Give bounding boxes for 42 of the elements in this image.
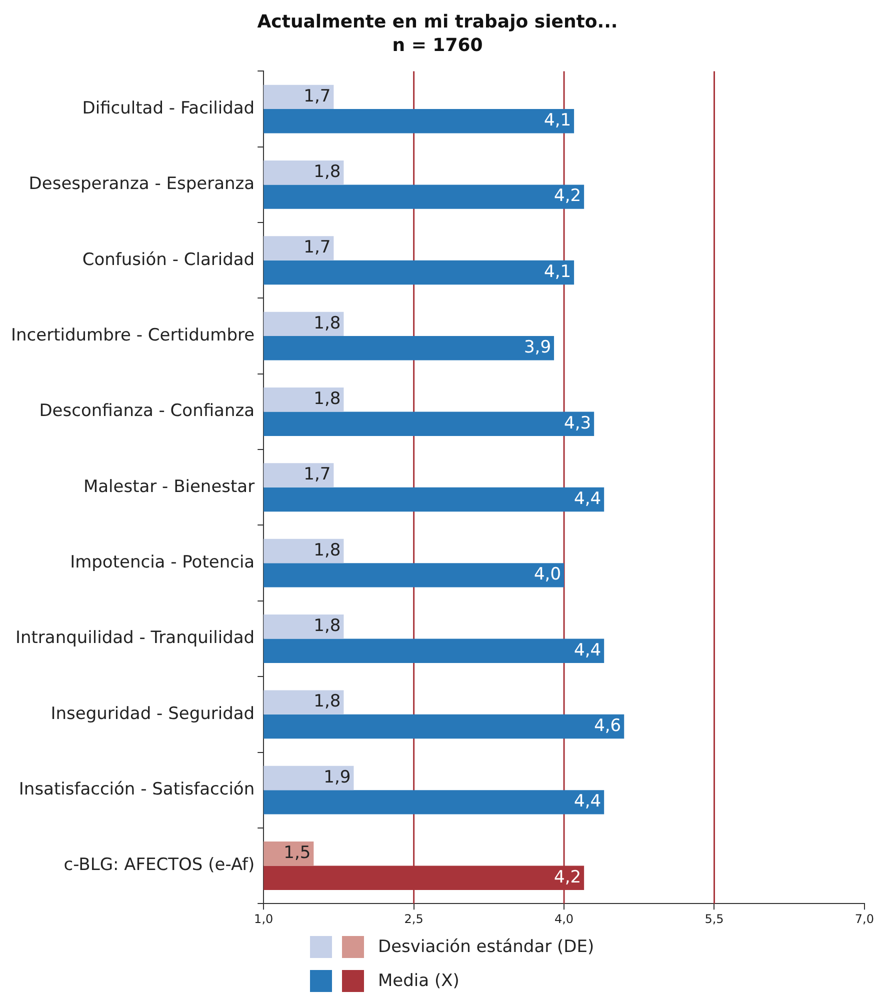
data-label: 1,7 [304,464,331,485]
data-label: 1,8 [314,692,341,712]
data-label: 4,1 [544,110,572,131]
data-label: 1,8 [314,389,341,410]
data-label: 1,7 [304,238,331,258]
y-tick-label: Insatisfacción - Satisfacción [18,780,255,800]
y-tick-label: Malestar - Bienestar [83,476,255,497]
data-label: 1,8 [314,162,341,182]
x-tick-label: 7,0 [854,912,874,926]
chart-title: Actualmente en mi trabajo siento... [257,11,618,32]
y-tick-label: c-BLG: AFECTOS (e-Af) [64,855,255,876]
data-label: 4,6 [594,716,622,736]
chart-subtitle: n = 1760 [392,35,483,56]
data-label: 1,5 [284,843,311,864]
data-label: 4,4 [574,488,602,509]
y-tick-label: Dificultad - Facilidad [82,98,255,118]
y-tick-label: Desconfianza - Confianza [39,401,255,422]
data-label: 1,8 [314,540,341,560]
data-label: 4,2 [554,186,582,206]
legend-label: Media (X) [378,971,460,991]
x-tick-label: 2,5 [404,912,424,926]
y-tick-label: Inseguridad - Seguridad [50,704,255,724]
data-label: 1,7 [304,86,331,106]
data-label: 4,0 [534,564,562,585]
x-tick-label: 1,0 [254,912,274,926]
data-label: 4,2 [554,867,582,888]
data-label: 3,9 [524,338,552,358]
y-tick-label: Incertidumbre - Certidumbre [10,325,255,346]
data-label: 1,9 [324,767,351,788]
legend-label: Desviación estándar (DE) [378,937,594,957]
x-tick-label: 5,5 [704,912,724,926]
y-tick-label: Impotencia - Potencia [70,552,255,572]
data-label: 4,3 [564,413,592,434]
data-label: 1,8 [314,616,341,636]
data-label: 4,1 [544,262,572,282]
y-tick-label: Desesperanza - Esperanza [28,174,255,194]
y-tick-label: Intranquilidad - Tranquilidad [15,628,255,648]
data-label: 1,8 [314,313,341,334]
data-label: 4,4 [574,792,602,812]
data-label: 4,4 [574,640,602,660]
x-tick-label: 4,0 [554,912,574,926]
y-tick-label: Confusión - Claridad [82,250,255,270]
